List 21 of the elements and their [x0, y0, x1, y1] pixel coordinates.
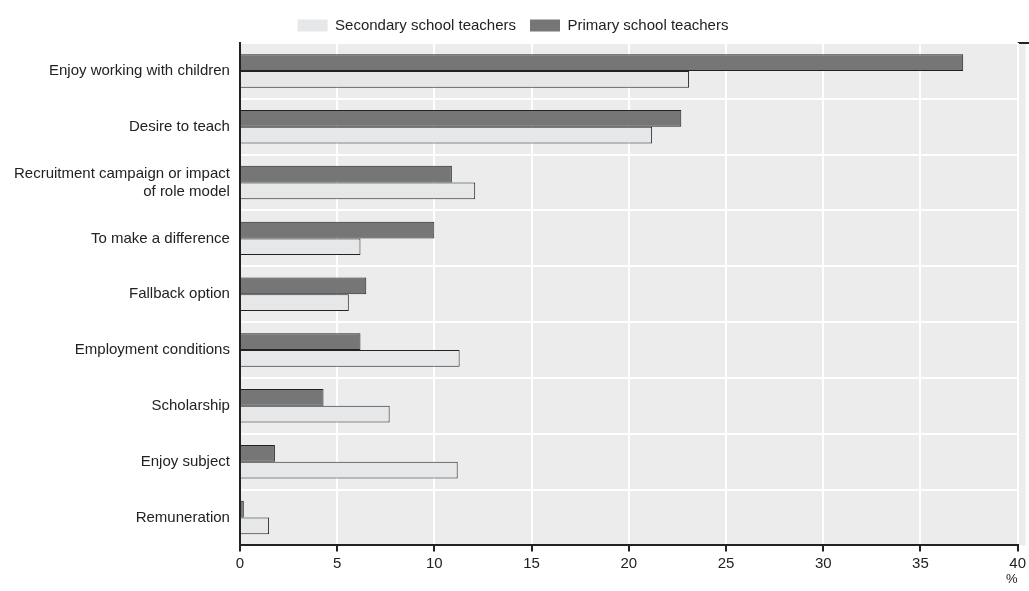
x-tick-label: 40 — [1009, 553, 1026, 571]
x-tick-label: 15 — [523, 553, 540, 571]
x-tick-label: 0 — [235, 553, 245, 571]
y-tick-label: Enjoy working with children — [49, 61, 230, 79]
y-tick-label: Enjoy subject — [140, 451, 231, 469]
x-axis-title: % — [1006, 570, 1019, 586]
y-tick-label: To make a difference — [90, 228, 230, 246]
y-tick-label: Remuneration — [135, 507, 230, 525]
x-tick-label: 10 — [426, 553, 443, 571]
x-tick-label: 30 — [814, 553, 832, 571]
y-tick-label: Scholarship — [151, 395, 230, 413]
x-tick-label: 5 — [332, 553, 342, 571]
legend-label: Secondary school teachers — [335, 15, 517, 33]
y-tick-label: Employment conditions — [74, 340, 230, 358]
legend-label: Primary school teachers — [567, 15, 729, 33]
y-tick-label: Desire to teach — [129, 116, 230, 134]
x-tick-label: 35 — [912, 553, 929, 571]
y-tick-label: Fallback option — [129, 284, 230, 302]
x-tick-label: 20 — [620, 553, 638, 571]
y-tick-label: Recruitment campaign or impact of role model — [14, 163, 231, 199]
x-tick-label: 25 — [717, 553, 735, 571]
